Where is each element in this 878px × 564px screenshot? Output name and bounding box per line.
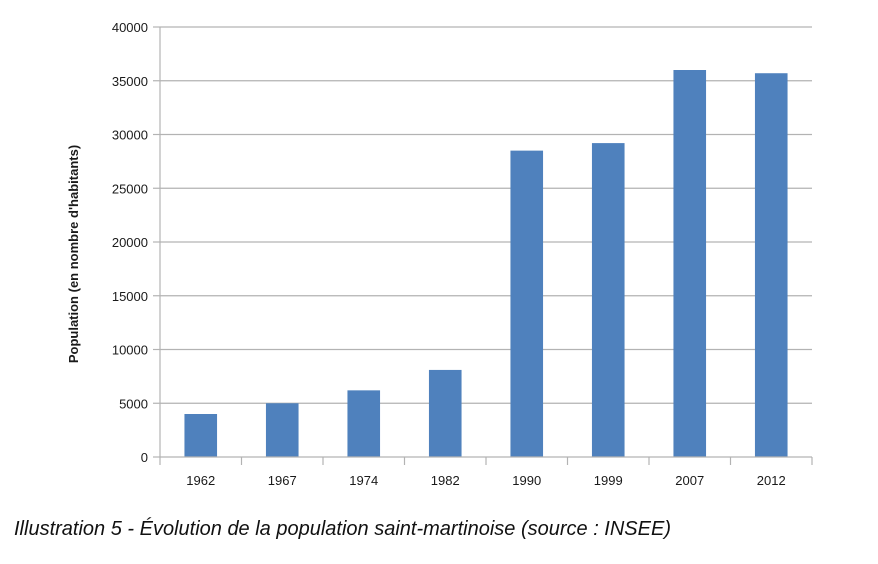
bar-1990 <box>510 150 544 457</box>
y-axis-label: Population (en nombre d'habitants) <box>66 145 81 363</box>
bar-1967 <box>265 403 299 457</box>
bar-1974 <box>347 390 381 457</box>
x-tick-labels: 1962 1967 1974 1982 1990 1999 2007 2012 <box>186 473 785 488</box>
x-tick-label: 1982 <box>431 473 460 488</box>
x-tick-label: 1990 <box>512 473 541 488</box>
x-tick-label: 1967 <box>268 473 297 488</box>
y-tick-label: 0 <box>141 450 148 465</box>
bar-1982 <box>428 369 462 457</box>
y-tick-label: 20000 <box>112 235 148 250</box>
bar-2007 <box>673 70 707 457</box>
y-tick-label: 30000 <box>112 128 148 143</box>
y-tick-label: 10000 <box>112 343 148 358</box>
chart: 0 5000 10000 15000 20000 25000 30000 35000 40000… <box>66 20 813 488</box>
x-tick-label: 2007 <box>675 473 704 488</box>
y-tick-labels: 0 5000 10000 15000 20000 25000 30000 35000 40000 <box>112 20 148 465</box>
y-tick-label: 25000 <box>112 181 148 196</box>
y-tick-label: 5000 <box>119 396 148 411</box>
gridlines <box>160 26 812 404</box>
bar-chart: 0 5000 10000 15000 20000 25000 30000 35000 40000… <box>66 20 813 488</box>
figure-caption: Illustration 5 - Évolution de la populat… <box>14 518 671 540</box>
y-tick-label: 15000 <box>112 289 148 304</box>
x-tick-label: 1962 <box>186 473 215 488</box>
bar-2012 <box>754 73 788 457</box>
x-tick-label: 1999 <box>594 473 623 488</box>
y-tick-label: 35000 <box>112 74 148 89</box>
bar-1999 <box>591 143 625 457</box>
x-tick-label: 2012 <box>757 473 786 488</box>
bars <box>184 70 788 457</box>
bar-1962 <box>184 414 218 457</box>
x-tick-label: 1974 <box>349 473 378 488</box>
axes <box>153 26 813 465</box>
y-tick-label: 40000 <box>112 20 148 35</box>
